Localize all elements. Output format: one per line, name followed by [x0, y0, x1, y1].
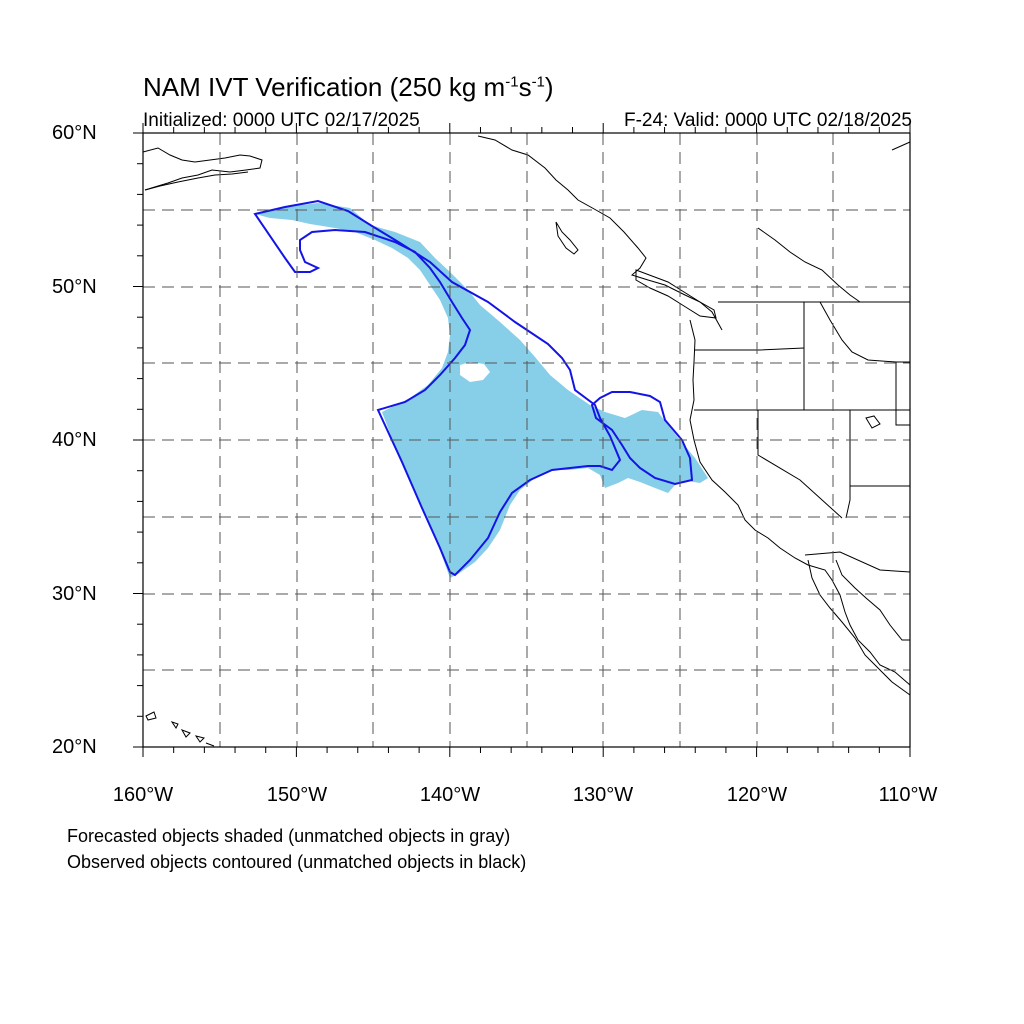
axis-ticks: [133, 123, 911, 757]
hawaii-islands: [145, 711, 215, 747]
lon-label-160w: 160°W: [112, 784, 174, 806]
lat-label-30: 30°N: [52, 583, 97, 605]
forecast-objects: [255, 203, 708, 578]
bc-coast: [477, 135, 723, 331]
idaho-mt: [819, 301, 897, 363]
canada-rockies: [757, 227, 861, 303]
mexico-border: [804, 551, 911, 573]
lat-label-20: 20°N: [52, 736, 97, 758]
lon-label-140w: 140°W: [419, 784, 481, 806]
coastlines: [142, 135, 911, 747]
gulf-california-coast: [835, 559, 910, 641]
legend-forecast-note: Forecasted objects shaded (unmatched obj…: [67, 826, 511, 846]
lon-label-110w: 110°W: [878, 784, 938, 806]
baja-coast: [807, 559, 911, 696]
vancouver-island: [635, 269, 717, 319]
lon-label-130w: 130°W: [572, 784, 634, 806]
great-salt-lake: [865, 415, 881, 429]
chart-title: NAM IVT Verification (250 kg m-1s-1): [143, 72, 554, 102]
valid-time: F-24: Valid: 0000 UTC 02/18/2025: [624, 110, 912, 131]
alaska-coast: [142, 147, 263, 191]
northeast-corner: [891, 141, 911, 151]
lat-label-40: 40°N: [52, 429, 97, 451]
observed-object-coast: [590, 391, 694, 486]
lon-label-120w: 120°W: [726, 784, 788, 806]
us-west-coast: [689, 319, 911, 686]
gridlines: [143, 133, 910, 747]
ca-nv-border: [757, 410, 843, 519]
lat-label-60: 60°N: [52, 122, 97, 144]
lon-label-150w: 150°W: [266, 784, 328, 806]
lat-label-50: 50°N: [52, 276, 97, 298]
nv-east: [845, 410, 851, 519]
alaska-peninsula: [144, 171, 249, 191]
initialized-time: Initialized: 0000 UTC 02/17/2025: [143, 110, 420, 131]
legend-observed-note: Observed objects contoured (unmatched ob…: [67, 852, 527, 872]
forecast-object-main: [255, 203, 708, 578]
haida-gwaii: [555, 221, 579, 255]
observed-objects: [253, 199, 694, 577]
observed-object-north: [253, 199, 622, 577]
wa-or-border: [694, 347, 805, 351]
utah-border: [895, 361, 910, 426]
